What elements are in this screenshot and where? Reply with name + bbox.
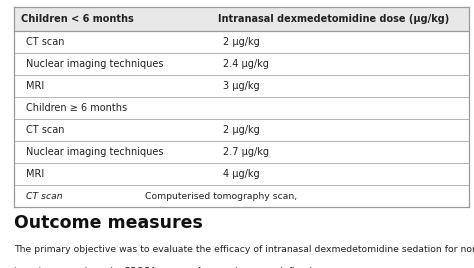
Text: 2 μg/kg: 2 μg/kg (223, 125, 260, 135)
Text: 2.4 μg/kg: 2.4 μg/kg (223, 59, 269, 69)
Text: CT scan: CT scan (26, 125, 64, 135)
Text: Nuclear imaging techniques: Nuclear imaging techniques (26, 147, 164, 157)
Text: Children < 6 months: Children < 6 months (21, 14, 134, 24)
Text: 2 μg/kg: 2 μg/kg (223, 37, 260, 47)
Text: CT scan: CT scan (26, 192, 63, 201)
Text: Computerised tomography scan,: Computerised tomography scan, (142, 192, 301, 201)
Text: The primary objective was to evaluate the efficacy of intranasal dexmedetomidine: The primary objective was to evaluate th… (14, 245, 474, 254)
Text: Intranasal dexmedetomidine dose (μg/kg): Intranasal dexmedetomidine dose (μg/kg) (218, 14, 449, 24)
Text: 2.7 μg/kg: 2.7 μg/kg (223, 147, 269, 157)
Text: invasive procedures by PROSA-nurses. A procedure was defined as: invasive procedures by PROSA-nurses. A p… (14, 267, 329, 268)
Text: CT scan: CT scan (26, 37, 64, 47)
Text: MRI: MRI (26, 169, 45, 179)
FancyBboxPatch shape (14, 7, 469, 31)
Text: Outcome measures: Outcome measures (14, 214, 203, 232)
Text: Children ≥ 6 months: Children ≥ 6 months (26, 103, 127, 113)
Text: MRI: MRI (26, 81, 45, 91)
Text: Nuclear imaging techniques: Nuclear imaging techniques (26, 59, 164, 69)
Text: 3 μg/kg: 3 μg/kg (223, 81, 259, 91)
Text: 4 μg/kg: 4 μg/kg (223, 169, 259, 179)
